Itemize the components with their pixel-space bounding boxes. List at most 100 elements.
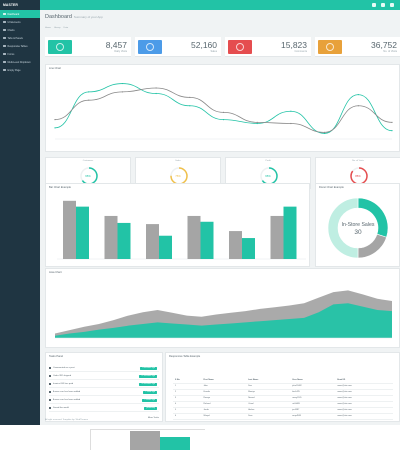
task-icon: [49, 375, 51, 377]
bar: [242, 238, 255, 259]
task-text: A new user has been added: [53, 391, 81, 393]
line-point: [189, 105, 191, 107]
line-chart: [54, 82, 393, 140]
stat-icon-box: [228, 40, 252, 54]
task-time-badge: 24 minutes ago: [139, 382, 157, 386]
table-cell: Orieal: [246, 401, 291, 408]
sidebar-item-icon: [3, 12, 6, 16]
table-header-cell: S No.: [173, 377, 202, 384]
table-header-cell: First Name: [201, 377, 247, 384]
task-item[interactable]: Saved the world yesterday: [49, 405, 159, 412]
brand-logo[interactable]: MASTER: [0, 0, 40, 10]
breadcrumb-home[interactable]: Home: [45, 27, 51, 29]
table-row: 6 Wrapel Dere wrap4585 name@site.com: [173, 413, 393, 420]
visits-icon: [56, 43, 64, 51]
line-point: [357, 94, 359, 96]
panel-title: Bar Chart Example: [49, 186, 71, 189]
sidebar-item[interactable]: Empty Page: [0, 66, 40, 74]
task-icon: [49, 407, 51, 409]
line-point: [155, 87, 157, 89]
sidebar-item[interactable]: Forms: [0, 50, 40, 58]
sidebar-item[interactable]: Multi-Level Dropdown: [0, 58, 40, 66]
line-point: [391, 121, 393, 123]
gauge-label: Profit: [265, 160, 271, 162]
task-text: Order 392 shipped: [53, 375, 72, 377]
task-icon: [49, 391, 51, 393]
table-cell: name@site.com: [335, 395, 393, 402]
task-icon: [49, 399, 51, 401]
table-cell: 3: [173, 395, 202, 402]
line-point: [324, 132, 326, 135]
task-icon: [49, 367, 51, 369]
sidebar-item[interactable]: Charts: [0, 26, 40, 34]
stat-icon-box: [48, 40, 72, 54]
breadcrumb-library[interactable]: Library: [53, 27, 61, 29]
line-point: [189, 96, 191, 99]
line-point: [222, 111, 225, 113]
user-icon[interactable]: [390, 3, 394, 7]
stat-value: 52,160: [191, 40, 217, 50]
more-tasks-link[interactable]: More Tasks: [147, 417, 159, 419]
task-item[interactable]: A new user has been added 1 hour ago: [49, 389, 159, 396]
bar: [270, 215, 284, 259]
users-table: S No. First Name Last Name User Name Email I…: [173, 377, 393, 420]
stat-label: Sales: [210, 50, 218, 53]
gauge-label: Customers: [82, 160, 94, 162]
sidebar-item[interactable]: Dashboard: [0, 10, 40, 18]
breadcrumb: Home Library Data: [45, 27, 68, 29]
table-cell: Doe: [246, 383, 291, 390]
line-series: [54, 87, 393, 133]
gauge-value: 75%: [175, 174, 181, 178]
line-point: [391, 130, 393, 132]
users-icon: [326, 43, 334, 51]
donut-slice: [357, 233, 387, 259]
table-row: 5 Jacob Hielsar jac4587 name@site.com: [173, 407, 393, 414]
table-cell: Kimsila: [201, 389, 247, 396]
task-time-badge: yesterday: [144, 406, 157, 410]
table-cell: Nermal: [246, 395, 291, 402]
sidebar-item[interactable]: Responsive Tables: [0, 42, 40, 50]
task-text: Saved the world: [53, 407, 69, 409]
task-item[interactable]: Invoice 653 has paid 24 minutes ago: [49, 381, 159, 388]
table-cell: 4: [173, 401, 202, 408]
line-point: [256, 121, 258, 123]
sidebar-item-label: UI Elements: [7, 20, 21, 24]
table-header-cell: Last Name: [246, 377, 291, 384]
table-cell: Richard: [201, 401, 247, 408]
message-icon[interactable]: [372, 3, 376, 7]
task-text: Commented on a post: [53, 367, 75, 369]
table-cell: name@site.com: [335, 389, 393, 396]
breadcrumb-data: Data: [63, 27, 69, 29]
table-cell: name@site.com: [335, 383, 393, 390]
task-text: Invoice 653 has paid: [53, 383, 74, 385]
sidebar-item[interactable]: UI Elements: [0, 18, 40, 26]
bar: [187, 215, 201, 259]
stat-label: Daily Visits: [114, 50, 127, 53]
footer-text: All right reserved. Template by: WebThem…: [45, 419, 88, 421]
sidebar-item-icon: [3, 68, 6, 72]
line-chart-panel: Line Chart: [45, 64, 400, 152]
area-series: [55, 303, 392, 338]
task-time-badge: 12 minutes ago: [139, 374, 157, 378]
gauge-value: 65%: [265, 174, 271, 178]
top-bar: [0, 0, 400, 10]
sidebar-item[interactable]: Tabs & Panels: [0, 34, 40, 42]
alert-icon[interactable]: [381, 3, 385, 7]
gauge-label: No. of Visits: [352, 160, 364, 162]
table-row: 3 Rossye Nermal rossy1245 name@site.com: [173, 395, 393, 402]
bar: [76, 206, 89, 259]
table-row: 2 Kimsila Marriye kim1425 name@site.com: [173, 389, 393, 396]
sidebar-item-icon: [3, 36, 6, 40]
task-item[interactable]: Commented on a post 4 minutes ago: [49, 365, 159, 372]
table-header: S No. First Name Last Name User Name Email I…: [173, 377, 393, 384]
area-chart: [55, 290, 392, 339]
bar: [104, 215, 118, 259]
donut-chart-panel: Donut Chart Example In-Store Sales 30: [315, 183, 400, 267]
table-cell: rossy1245: [290, 395, 336, 402]
task-item[interactable]: Order 392 shipped 12 minutes ago: [49, 373, 159, 380]
table-cell: Rossye: [201, 395, 247, 402]
task-item[interactable]: A new user has been added 2 hours ago: [49, 397, 159, 404]
table-cell: 6: [173, 413, 202, 420]
task-icon: [49, 383, 51, 385]
